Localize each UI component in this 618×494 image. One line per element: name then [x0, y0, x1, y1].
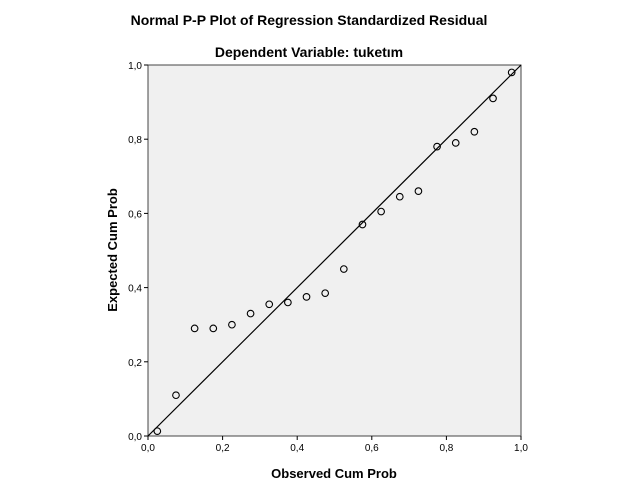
- data-point: [246, 309, 255, 318]
- x-tick-label: 0,2: [216, 443, 230, 454]
- data-point: [433, 142, 441, 151]
- data-point: [209, 324, 218, 333]
- data-point: [321, 289, 330, 298]
- data-point: [414, 187, 423, 195]
- data-point: [302, 293, 311, 301]
- y-tick-label: 0,0: [128, 432, 142, 443]
- y-tick-label: 0,8: [128, 135, 142, 146]
- data-point: [470, 127, 479, 136]
- y-tick-label: 0,6: [128, 209, 142, 220]
- data-point: [190, 324, 199, 333]
- data-point: [265, 300, 274, 309]
- data-point: [228, 320, 236, 329]
- y-tick-label: 1,0: [128, 61, 142, 72]
- data-point: [377, 207, 385, 216]
- data-point: [395, 192, 404, 201]
- data-point: [284, 298, 292, 307]
- y-tick-label: 0,2: [128, 358, 142, 369]
- data-point: [153, 427, 162, 436]
- data-point: [339, 265, 348, 273]
- x-tick-label: 0,4: [290, 443, 304, 454]
- y-tick-label: 0,4: [128, 284, 142, 295]
- x-tick-label: 0,8: [439, 443, 453, 454]
- data-point: [358, 220, 367, 229]
- x-tick-label: 0,6: [365, 443, 379, 454]
- data-point: [507, 68, 516, 77]
- x-axis-label: Observed Cum Prob: [271, 466, 397, 481]
- data-point: [451, 139, 460, 147]
- chart-subtitle: Dependent Variable: tuketım: [214, 44, 404, 60]
- x-tick-label: 1,0: [514, 443, 528, 454]
- y-axis-label: Expected Cum Prob: [105, 188, 120, 312]
- data-point: [172, 391, 180, 400]
- reference-line: [147, 64, 522, 437]
- x-tick-label: 0,0: [141, 443, 155, 454]
- data-point: [489, 94, 497, 103]
- chart-title: Normal P-P Plot of Regression Standardiz…: [130, 12, 488, 28]
